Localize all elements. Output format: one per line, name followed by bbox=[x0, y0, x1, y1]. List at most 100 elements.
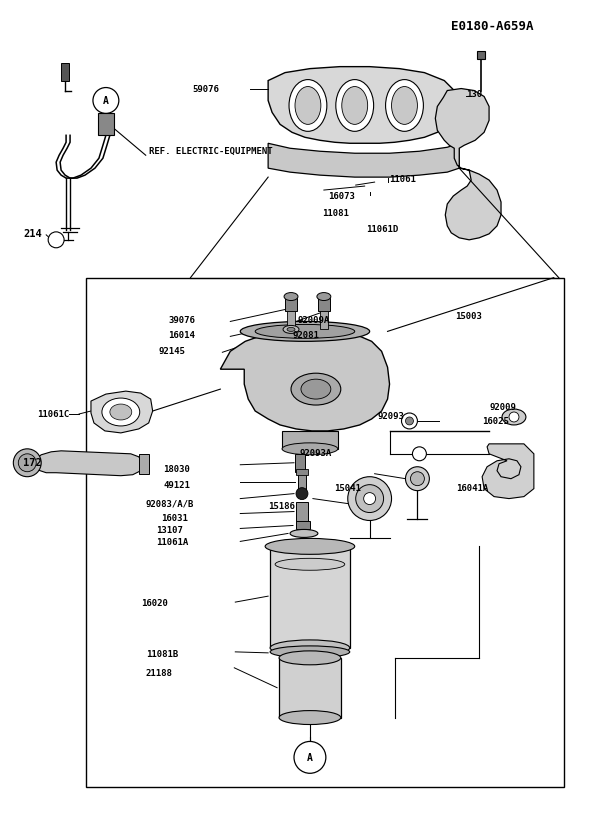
Text: 92093A: 92093A bbox=[300, 448, 332, 457]
Circle shape bbox=[294, 742, 326, 773]
Text: 11061: 11061 bbox=[389, 175, 417, 184]
Circle shape bbox=[348, 477, 392, 521]
Bar bbox=[282, 432, 338, 449]
Text: 16014: 16014 bbox=[169, 331, 195, 340]
Text: 11061C: 11061C bbox=[37, 409, 70, 418]
Bar bbox=[139, 454, 149, 474]
Polygon shape bbox=[435, 89, 501, 241]
Ellipse shape bbox=[355, 484, 385, 514]
Bar bbox=[318, 299, 330, 312]
Ellipse shape bbox=[275, 558, 345, 571]
Circle shape bbox=[93, 88, 119, 114]
Ellipse shape bbox=[295, 88, 321, 125]
Polygon shape bbox=[268, 144, 459, 178]
Ellipse shape bbox=[386, 80, 424, 132]
Circle shape bbox=[363, 493, 376, 505]
Text: 16073: 16073 bbox=[328, 192, 355, 201]
Text: 92009: 92009 bbox=[489, 403, 516, 412]
Circle shape bbox=[402, 414, 417, 429]
Ellipse shape bbox=[279, 710, 341, 724]
Ellipse shape bbox=[336, 80, 373, 132]
Bar bbox=[98, 114, 114, 136]
Text: 92081: 92081 bbox=[292, 331, 319, 340]
Text: 11061A: 11061A bbox=[156, 538, 188, 547]
Ellipse shape bbox=[265, 538, 355, 555]
Text: E0180-A659A: E0180-A659A bbox=[451, 20, 534, 33]
Text: 21188: 21188 bbox=[146, 668, 173, 677]
Text: 59076: 59076 bbox=[192, 84, 219, 93]
Bar bbox=[296, 469, 308, 476]
Text: eReplacementParts.com: eReplacementParts.com bbox=[219, 442, 371, 456]
Circle shape bbox=[14, 449, 41, 477]
Text: REF. ELECTRIC-EQUIPMENT: REF. ELECTRIC-EQUIPMENT bbox=[149, 146, 273, 155]
Ellipse shape bbox=[502, 409, 526, 425]
Circle shape bbox=[412, 447, 427, 461]
Text: 130: 130 bbox=[466, 89, 482, 98]
Text: 16031: 16031 bbox=[160, 513, 188, 522]
Circle shape bbox=[405, 467, 430, 491]
Bar bbox=[296, 522, 310, 530]
Text: 39076: 39076 bbox=[169, 316, 195, 325]
Text: 18030: 18030 bbox=[163, 464, 191, 473]
Bar bbox=[320, 312, 328, 330]
Ellipse shape bbox=[110, 404, 132, 420]
Text: 172: 172 bbox=[23, 457, 42, 467]
Ellipse shape bbox=[102, 399, 140, 427]
Text: 11081: 11081 bbox=[322, 208, 349, 218]
Ellipse shape bbox=[255, 325, 355, 339]
Ellipse shape bbox=[392, 88, 417, 125]
Ellipse shape bbox=[270, 646, 350, 658]
Bar bbox=[298, 472, 306, 492]
Bar bbox=[86, 279, 563, 787]
Text: A: A bbox=[103, 97, 109, 107]
Polygon shape bbox=[220, 330, 389, 432]
Text: 16041A: 16041A bbox=[456, 483, 489, 492]
Text: 92145: 92145 bbox=[159, 347, 185, 356]
Text: A: A bbox=[307, 753, 313, 762]
Polygon shape bbox=[91, 392, 153, 433]
Ellipse shape bbox=[279, 651, 341, 665]
Ellipse shape bbox=[291, 374, 341, 405]
Bar bbox=[296, 502, 308, 522]
Polygon shape bbox=[31, 452, 143, 476]
Circle shape bbox=[48, 232, 64, 248]
Text: 15186: 15186 bbox=[268, 501, 295, 510]
Polygon shape bbox=[482, 444, 534, 499]
Ellipse shape bbox=[289, 80, 327, 132]
Bar bbox=[477, 51, 485, 60]
Circle shape bbox=[509, 413, 519, 423]
Ellipse shape bbox=[284, 294, 298, 301]
Circle shape bbox=[405, 418, 414, 425]
Text: 49121: 49121 bbox=[163, 480, 191, 489]
Ellipse shape bbox=[270, 640, 350, 656]
Text: 11081B: 11081B bbox=[146, 649, 178, 658]
Bar bbox=[61, 64, 69, 82]
Ellipse shape bbox=[342, 88, 368, 125]
Text: 13107: 13107 bbox=[156, 526, 182, 535]
Bar bbox=[285, 299, 297, 312]
Text: 92093: 92093 bbox=[378, 412, 405, 420]
Bar bbox=[279, 658, 341, 718]
Ellipse shape bbox=[301, 380, 331, 399]
Ellipse shape bbox=[240, 322, 370, 342]
Text: 214: 214 bbox=[23, 228, 42, 238]
Circle shape bbox=[356, 485, 384, 513]
Text: 16020: 16020 bbox=[141, 599, 168, 607]
Text: 92083/A/B: 92083/A/B bbox=[146, 499, 194, 508]
Bar bbox=[295, 454, 305, 472]
Text: 11061D: 11061D bbox=[366, 225, 398, 233]
Ellipse shape bbox=[317, 294, 331, 301]
Text: 15041: 15041 bbox=[334, 483, 360, 492]
Circle shape bbox=[18, 454, 36, 472]
Bar bbox=[287, 312, 295, 330]
Ellipse shape bbox=[282, 443, 338, 455]
Text: 15003: 15003 bbox=[455, 312, 482, 321]
Circle shape bbox=[296, 488, 308, 500]
Text: 16025: 16025 bbox=[482, 417, 509, 425]
Text: 92009A: 92009A bbox=[298, 316, 330, 325]
Bar bbox=[270, 547, 350, 648]
Polygon shape bbox=[268, 68, 457, 144]
Ellipse shape bbox=[287, 328, 295, 332]
Ellipse shape bbox=[283, 326, 299, 334]
Ellipse shape bbox=[290, 530, 318, 538]
